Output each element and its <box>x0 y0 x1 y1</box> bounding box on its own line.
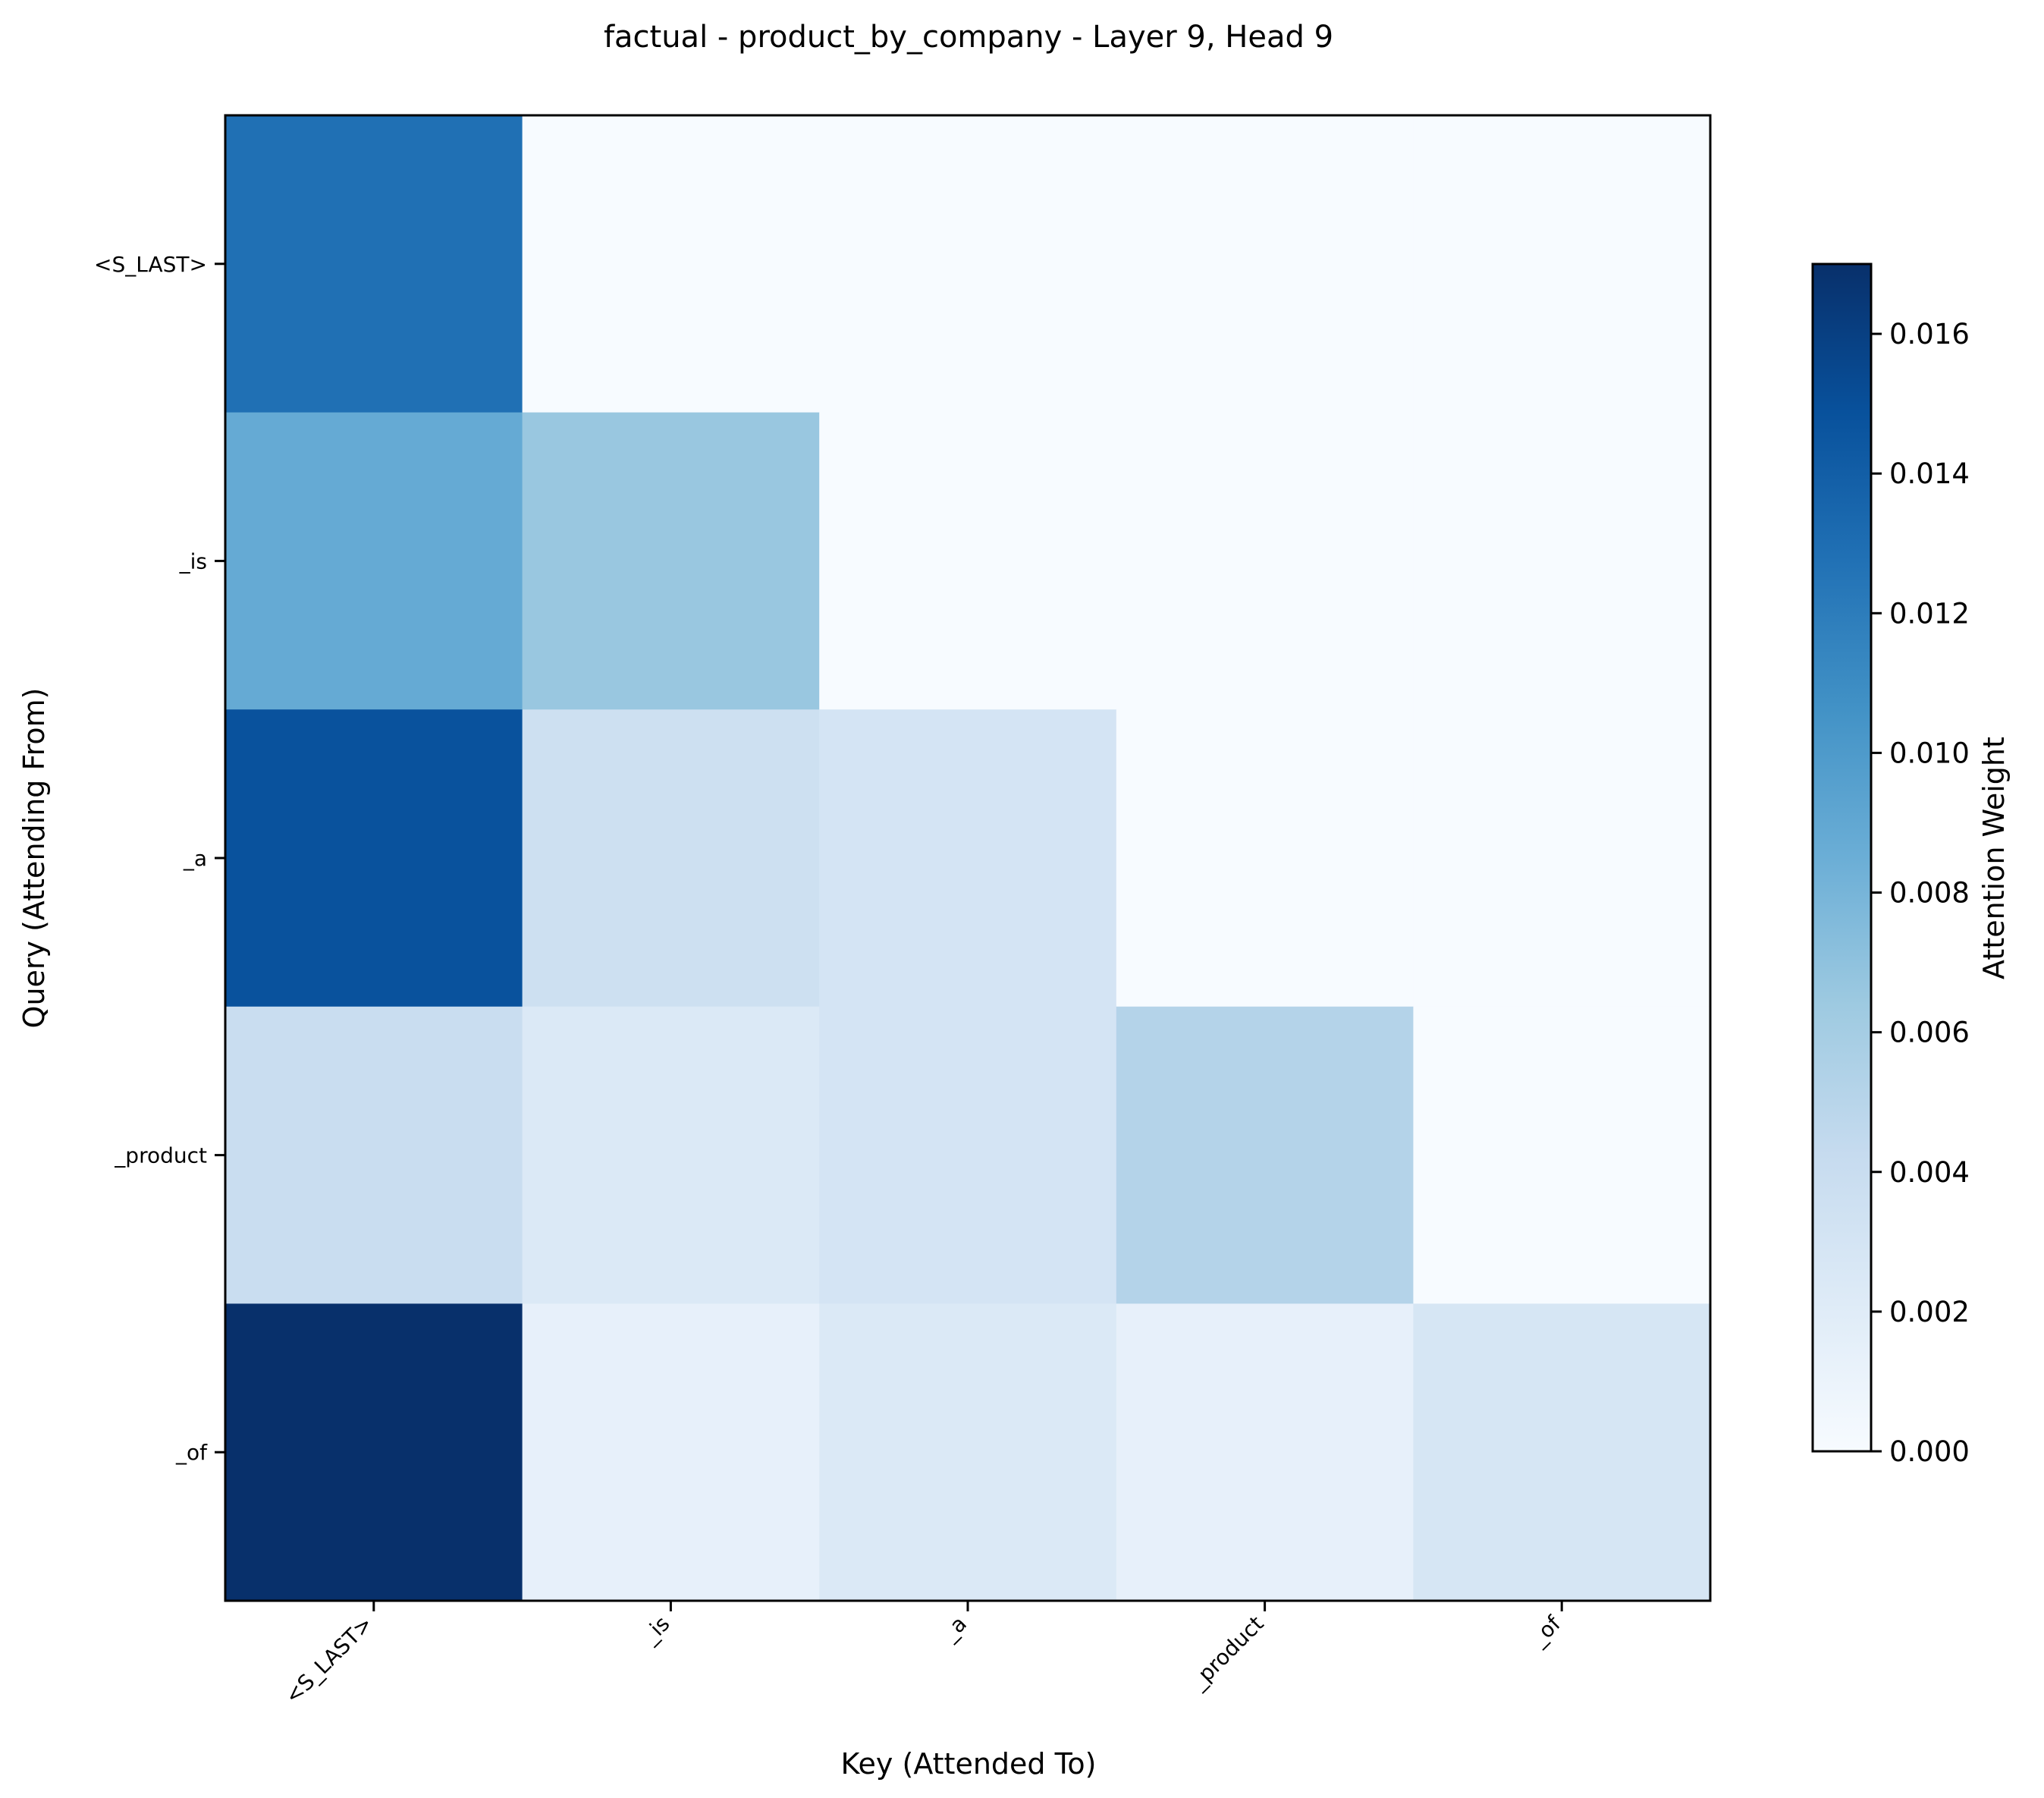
heatmap-cell <box>819 1006 1117 1304</box>
colorbar-tick-label: 0.012 <box>1889 597 1970 630</box>
colorbar-ticks: 0.000 0.002 0.004 0.006 0.008 0.010 0.012 0.014… <box>1871 318 1970 1468</box>
x-axis-label: Key (Attended To) <box>841 1747 1097 1781</box>
y-tick-label: _product <box>114 1143 207 1168</box>
heatmap-cells <box>225 115 1711 1602</box>
y-tick-label: _a <box>183 846 207 871</box>
x-tick-label: _product <box>1185 1611 1268 1695</box>
heatmap-cell <box>1116 709 1414 1007</box>
heatmap-cell <box>1413 1303 1711 1602</box>
heatmap-cell <box>522 709 820 1007</box>
heatmap-cell <box>522 1303 820 1602</box>
heatmap-cell <box>1413 1006 1711 1304</box>
x-tick-label: <S_LAST> <box>280 1611 378 1709</box>
colorbar-label: Attention Weight <box>1977 737 2011 979</box>
heatmap-cell <box>522 1006 820 1304</box>
heatmap-cell <box>225 1006 523 1304</box>
heatmap-cell <box>1413 115 1711 413</box>
heatmap-cell <box>819 412 1117 710</box>
heatmap-cell <box>1413 709 1711 1007</box>
y-axis-label: Query (Attending From) <box>17 688 51 1029</box>
heatmap-cell <box>1413 412 1711 710</box>
colorbar-tick-label: 0.006 <box>1889 1017 1970 1049</box>
y-tick-label: _is <box>179 549 207 574</box>
heatmap-cell <box>225 412 523 710</box>
colorbar-tick-label: 0.014 <box>1889 457 1970 490</box>
heatmap-cell <box>522 115 820 413</box>
chart-title: factual - product_by_company - Layer 9, … <box>604 20 1333 55</box>
colorbar-tick-label: 0.004 <box>1889 1156 1970 1189</box>
y-tick-label: _of <box>175 1440 208 1465</box>
x-axis-ticks: <S_LAST> _is _a _product _of <box>280 1601 1566 1708</box>
y-tick-label: <S_LAST> <box>94 252 207 277</box>
heatmap-cell <box>819 115 1117 413</box>
x-tick-label: _of <box>1525 1611 1566 1652</box>
colorbar-tick-label: 0.016 <box>1889 318 1970 350</box>
x-tick-label: _a <box>937 1611 972 1646</box>
heatmap-cell <box>1116 412 1414 710</box>
colorbar-tick-label: 0.008 <box>1889 877 1970 910</box>
colorbar-tick-label: 0.002 <box>1889 1296 1970 1328</box>
heatmap-cell <box>1116 1303 1414 1602</box>
y-axis-ticks: <S_LAST> _is _a _product _of <box>94 252 225 1465</box>
heatmap-cell <box>1116 115 1414 413</box>
heatmap-cell <box>522 412 820 710</box>
heatmap-cell <box>1116 1006 1414 1304</box>
colorbar-tick-label: 0.010 <box>1889 737 1970 769</box>
heatmap-cell <box>819 1303 1117 1602</box>
heatmap-cell <box>225 709 523 1007</box>
colorbar <box>1811 262 1873 1453</box>
colorbar-tick-label: 0.000 <box>1889 1435 1970 1468</box>
heatmap-cell <box>819 709 1117 1007</box>
x-tick-label: _is <box>637 1611 675 1649</box>
heatmap-cell <box>225 115 523 413</box>
heatmap-cell <box>225 1303 523 1602</box>
